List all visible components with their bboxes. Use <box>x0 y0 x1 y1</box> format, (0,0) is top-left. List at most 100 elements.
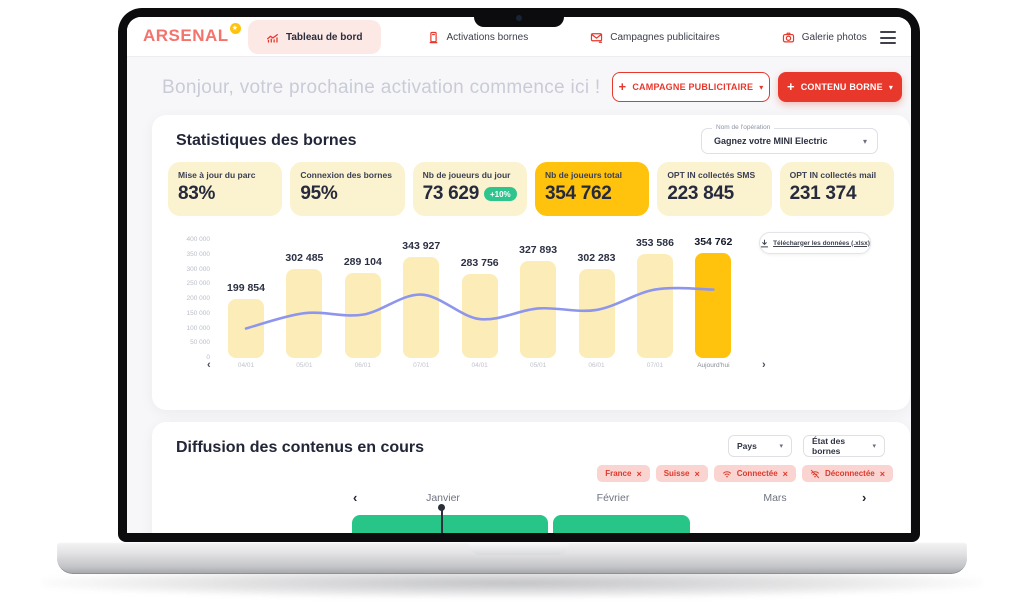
month-février[interactable]: Février <box>596 492 630 504</box>
stat-trend-badge: +10% <box>483 187 517 201</box>
tab-dashboard[interactable]: Tableau de bord <box>248 20 381 54</box>
plus-icon: + <box>786 79 795 94</box>
tab-gallery[interactable]: Galerie photos <box>766 20 883 54</box>
top-navbar: ARSENAL ★ Tableau de bord Activations born… <box>127 17 911 57</box>
operation-select[interactable]: Nom de l'opération Gagnez votre MINI Ele… <box>701 124 878 154</box>
chart-bar-value: 353 586 <box>635 236 674 249</box>
month-mars[interactable]: Mars <box>763 492 787 504</box>
diffusion-card: Diffusion des contenus en cours Pays ▾ É… <box>152 422 910 533</box>
chip-france[interactable]: France × <box>597 465 650 482</box>
chart-bar[interactable] <box>461 274 498 358</box>
camera-icon <box>782 31 795 44</box>
month-janvier[interactable]: Janvier <box>426 492 460 504</box>
timeline-bar[interactable] <box>352 515 548 533</box>
chart-bar[interactable] <box>403 256 440 358</box>
chart-bar-value: 354 762 <box>694 236 733 249</box>
stat-card-value-row: 223 845 <box>667 183 761 205</box>
wifi-off-icon <box>810 469 820 479</box>
kiosk-icon <box>427 31 440 44</box>
contenu-borne-button[interactable]: + CONTENU BORNE ▾ <box>778 72 902 102</box>
chart-bar[interactable] <box>520 261 557 358</box>
close-icon[interactable]: × <box>636 468 642 479</box>
stat-card-label: OPT IN collectés mail <box>789 170 877 180</box>
stat-card-label: OPT IN collectés SMS <box>667 170 756 180</box>
pays-filter[interactable]: Pays ▾ <box>728 435 792 457</box>
y-axis-tick: 350 000 <box>186 250 211 258</box>
star-icon: ★ <box>229 23 241 34</box>
chart-bar[interactable] <box>286 268 323 358</box>
etat-des-bornes-filter[interactable]: État des bornes ▾ <box>803 435 885 457</box>
stat-card-label: Connexion des bornes <box>300 170 392 180</box>
button-label: CONTENU BORNE <box>800 82 883 92</box>
y-axis-tick: 100 000 <box>186 324 211 332</box>
tab-activations[interactable]: Activations bornes <box>411 20 545 54</box>
chip-connectée[interactable]: Connectée × <box>713 465 796 482</box>
webcam-dot <box>516 15 522 21</box>
bar-chart-icon <box>266 31 279 44</box>
stat-card-value: 354 762 <box>544 183 612 204</box>
y-axis-tick: 150 000 <box>186 309 211 317</box>
chip-déconnectée[interactable]: Déconnectée × <box>801 465 893 482</box>
stat-card-value-row: 83% <box>178 183 272 205</box>
chart-bar[interactable] <box>344 272 381 358</box>
x-axis-label: 06/01 <box>354 362 371 369</box>
download-data-button[interactable]: Télécharger les données (.xlsx) <box>759 232 871 254</box>
x-axis-label: 06/01 <box>588 362 605 369</box>
nav-tabs: Tableau de bord Activations bornes Campagn… <box>248 20 883 54</box>
stat-card: Nb de joueurs total 354 762 <box>534 162 650 216</box>
months-next-icon[interactable]: › <box>862 490 867 505</box>
stat-card: Nb de joueurs du jour 73 629 +10% <box>412 162 527 216</box>
brand-logo[interactable]: ARSENAL ★ <box>143 23 241 46</box>
plus-icon: + <box>618 79 627 94</box>
stat-card-value: 83% <box>178 183 216 204</box>
greeting-text: Bonjour, votre prochaine activation comm… <box>162 77 601 98</box>
timeline-marker-dot <box>438 504 445 511</box>
lid-scoop <box>469 542 569 555</box>
mail-icon <box>590 31 603 44</box>
wifi-icon <box>722 469 732 479</box>
y-axis-tick: 250 000 <box>186 280 211 288</box>
chart-bar[interactable] <box>228 299 264 358</box>
chart-bar-value: 343 927 <box>402 239 441 252</box>
stat-card-label: Mise à jour du parc <box>178 170 256 180</box>
chip-label: Connectée <box>736 469 778 478</box>
button-label: CAMPAGNE PUBLICITAIRE <box>632 82 754 92</box>
tab-label: Tableau de bord <box>286 31 363 43</box>
close-icon[interactable]: × <box>782 468 788 479</box>
laptop-screen: ARSENAL ★ Tableau de bord Activations born… <box>118 8 920 542</box>
x-axis-label: 07/01 <box>646 362 664 369</box>
stat-cards-row: Mise à jour du parc 83% Connexion des born… <box>168 162 894 216</box>
chart-prev-icon[interactable]: ‹ <box>207 359 211 371</box>
filter-label: Pays <box>737 441 757 451</box>
chip-suisse[interactable]: Suisse × <box>655 465 708 482</box>
chart-bar[interactable] <box>695 253 732 358</box>
chart-bar[interactable] <box>636 253 673 358</box>
stat-card-value: 231 374 <box>789 183 857 204</box>
chart-bar[interactable] <box>578 268 615 358</box>
y-axis-tick: 200 000 <box>186 295 211 302</box>
caret-down-icon: ▾ <box>759 82 764 92</box>
operation-select-value: Gagnez votre MINI Electric <box>714 136 828 146</box>
chart-next-icon[interactable]: › <box>762 359 766 371</box>
tab-campaigns[interactable]: Campagnes publicitaires <box>574 20 736 54</box>
stat-card-value: 95% <box>300 183 338 204</box>
campagne-publicitaire-button[interactable]: + CAMPAGNE PUBLICITAIRE ▾ <box>612 72 770 102</box>
months-prev-icon[interactable]: ‹ <box>353 490 358 505</box>
timeline-marker-line <box>440 510 443 533</box>
close-icon[interactable]: × <box>694 468 700 479</box>
stat-card-value: 223 845 <box>667 183 734 204</box>
chip-label: Suisse <box>663 469 690 478</box>
stat-card-value-row: 95% <box>300 183 394 205</box>
caret-down-icon: ▾ <box>888 82 894 92</box>
stat-card-value-row: 73 629 +10% <box>423 183 517 205</box>
y-axis-tick: 0 <box>206 354 210 361</box>
filter-label: État des bornes <box>812 436 846 456</box>
y-axis-tick: 50 000 <box>190 339 210 347</box>
caret-down-icon: ▾ <box>872 443 876 450</box>
close-icon[interactable]: × <box>879 468 885 479</box>
hamburger-menu-icon[interactable] <box>880 31 896 48</box>
x-axis-label: 05/01 <box>529 362 547 369</box>
chart-bar-value: 302 485 <box>285 251 324 264</box>
timeline-bar[interactable] <box>553 515 690 533</box>
stat-card: OPT IN collectés mail 231 374 <box>779 162 894 216</box>
